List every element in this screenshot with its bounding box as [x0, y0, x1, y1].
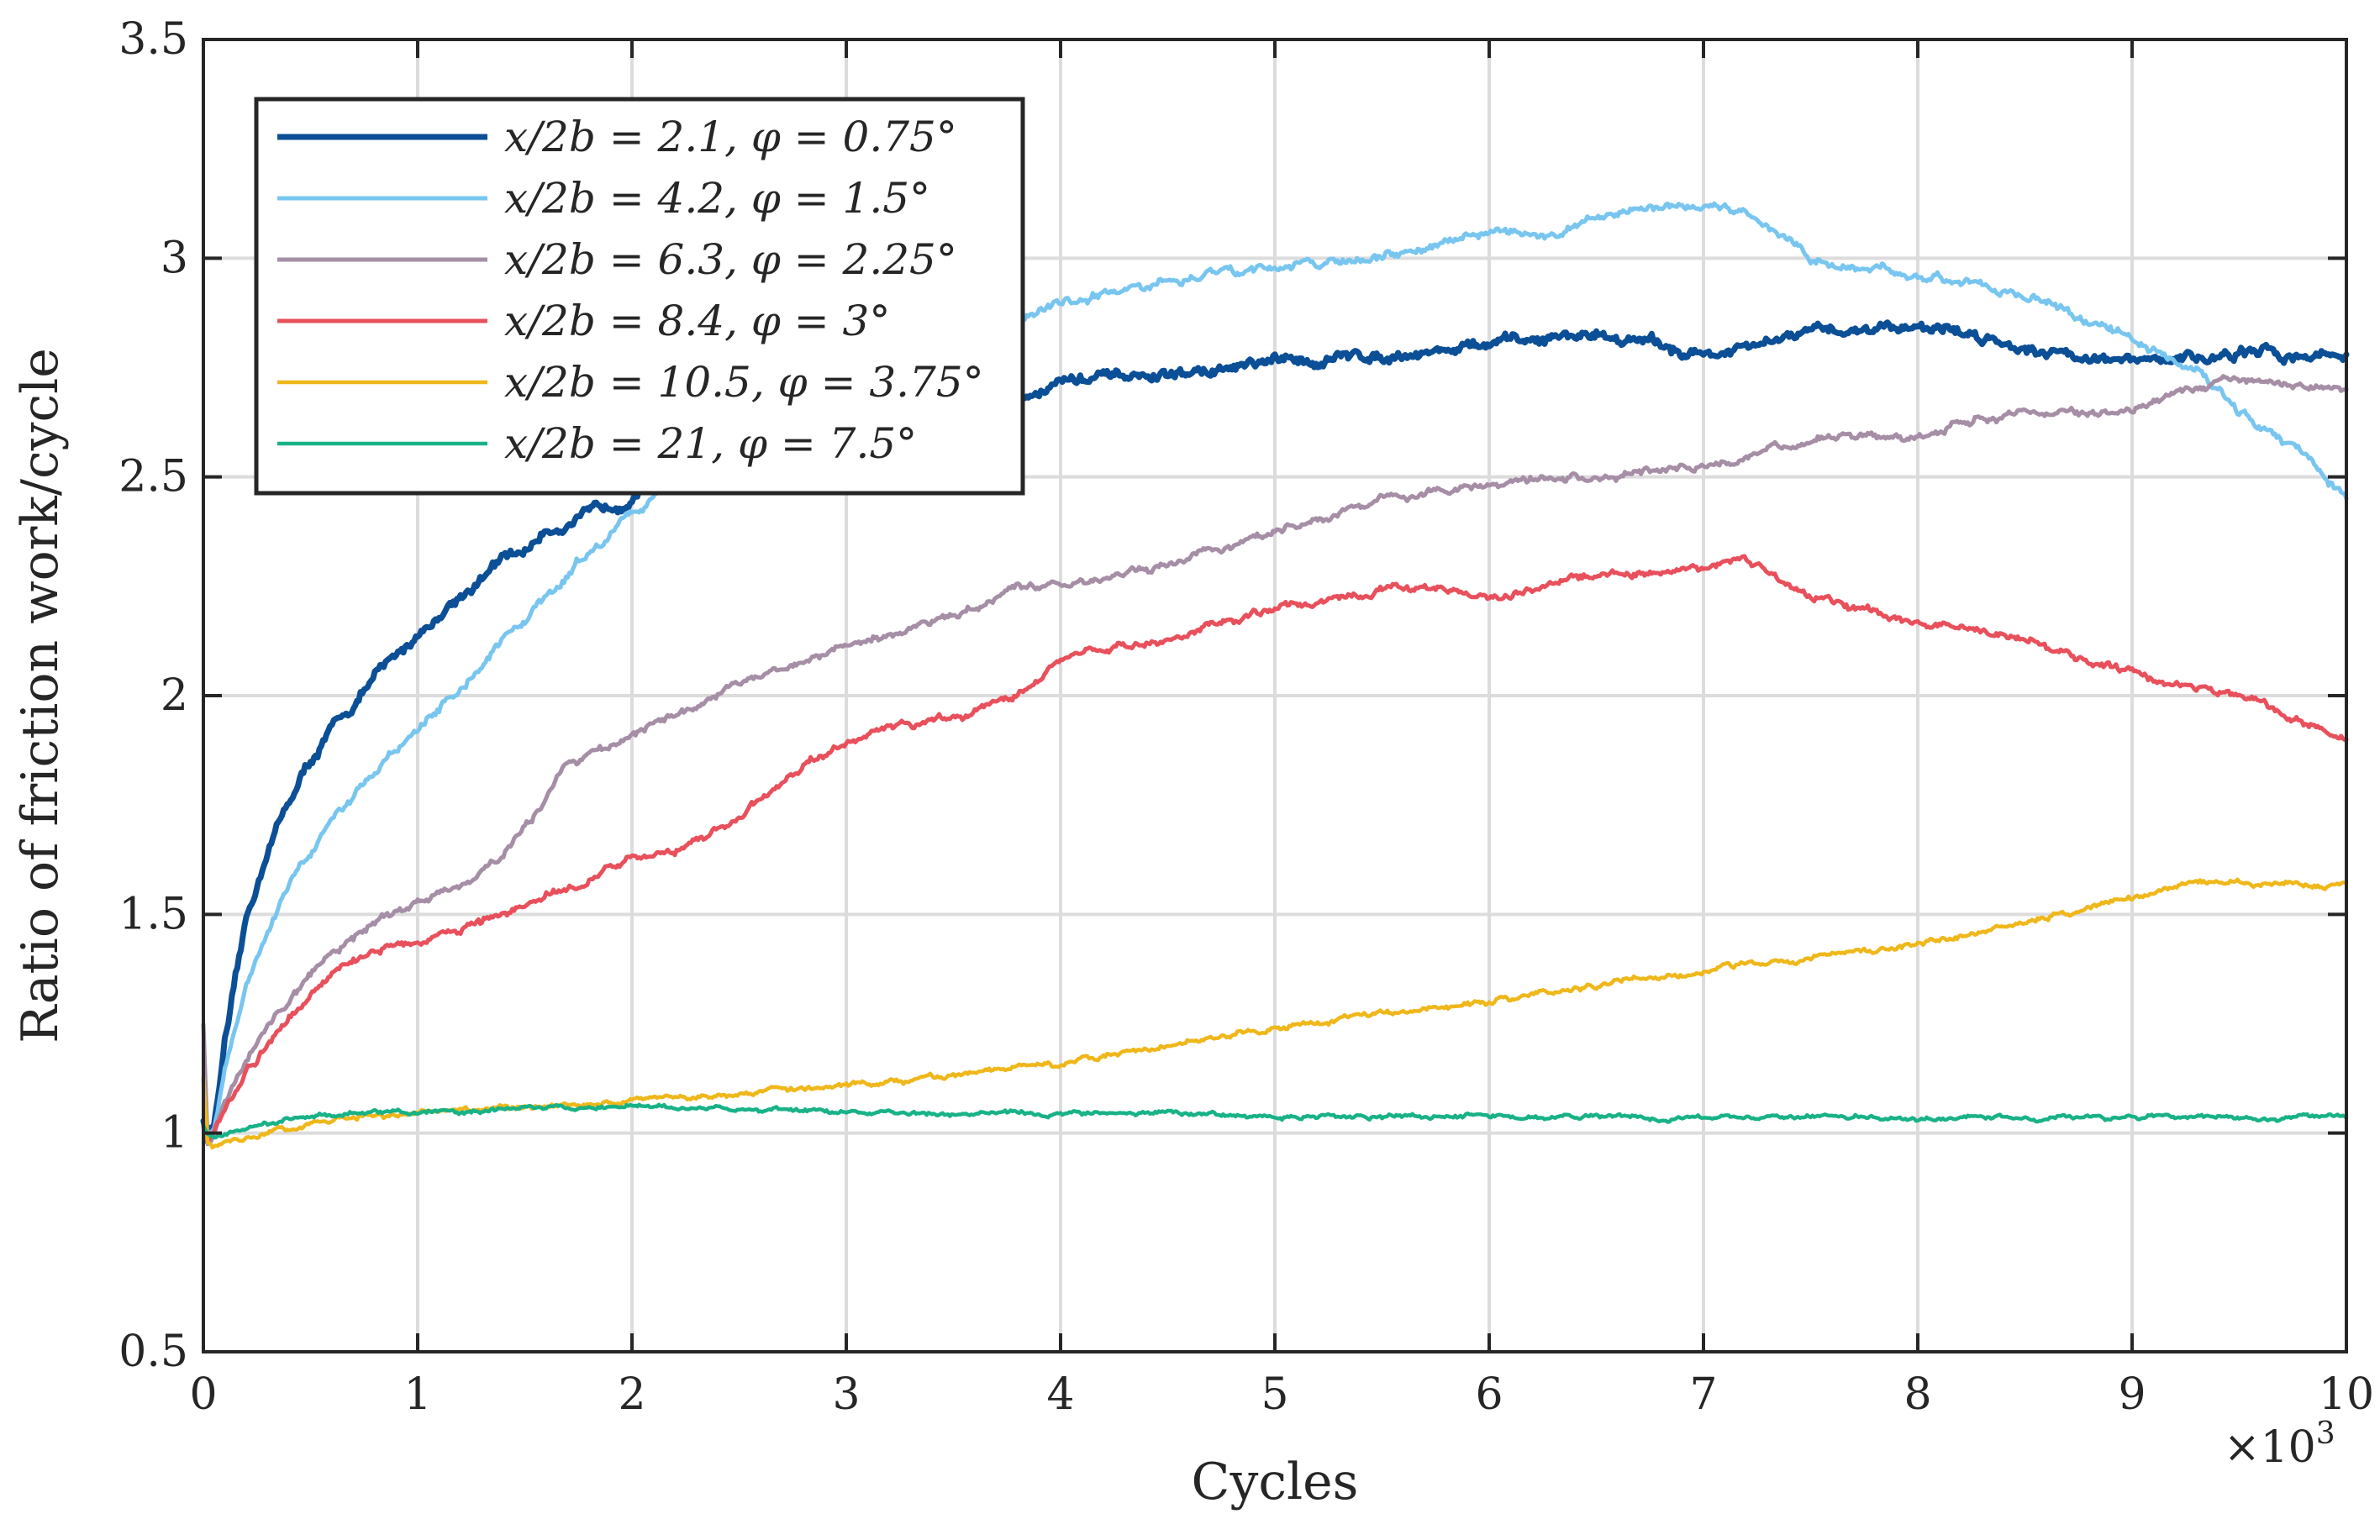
x-tick-label: 9 — [2118, 1369, 2146, 1420]
y-tick-label: 2.5 — [118, 452, 188, 502]
x-tick-label: 0 — [189, 1369, 217, 1420]
y-tick-label: 2 — [161, 670, 188, 721]
legend-box — [254, 97, 1025, 496]
legend: x/2b = 2.1, φ = 0.75° x/2b = 4.2, φ = 1.5… — [254, 97, 1025, 496]
legend-label-2: x/2b = 4.2, φ = 1.5° — [504, 174, 930, 223]
y-tick-label: 1 — [161, 1108, 188, 1159]
x-tick-label: 3 — [832, 1369, 860, 1420]
legend-label-1: x/2b = 2.1, φ = 0.75° — [504, 113, 957, 161]
x-multiplier-exponent: 3 — [2316, 1416, 2335, 1451]
x-tick-label: 8 — [1903, 1369, 1931, 1420]
x-multiplier-base: ×10 — [2224, 1422, 2316, 1473]
grid-lines — [203, 39, 2346, 1352]
series-line-3 — [201, 374, 2349, 1147]
y-tick-label: 3 — [161, 233, 188, 283]
y-tick-label: 0.5 — [118, 1327, 188, 1377]
series-line-2 — [201, 201, 2349, 1145]
legend-label-6: x/2b = 21, φ = 7.5° — [504, 419, 917, 468]
x-tick-label: 1 — [403, 1369, 431, 1420]
x-axis-multiplier: ×103 — [2224, 1416, 2335, 1473]
legend-label-4: x/2b = 8.4, φ = 3° — [504, 297, 890, 345]
series-line-6 — [201, 1102, 2349, 1140]
y-tick-label: 1.5 — [118, 889, 188, 939]
legend-items: x/2b = 2.1, φ = 0.75° x/2b = 4.2, φ = 1.5… — [277, 113, 984, 468]
x-tick-label: 10 — [2319, 1369, 2374, 1420]
legend-label-5: x/2b = 10.5, φ = 3.75° — [504, 358, 984, 407]
x-tick-label: 7 — [1689, 1369, 1717, 1420]
legend-label-3: x/2b = 6.3, φ = 2.25° — [504, 235, 957, 284]
series-lines — [200, 201, 2350, 1150]
x-tick-label: 6 — [1475, 1369, 1503, 1420]
x-tick-label: 4 — [1046, 1369, 1074, 1420]
y-axis-label: Ratio of friction work/cycle — [11, 348, 70, 1043]
x-axis-label: Cycles — [1192, 1453, 1359, 1511]
x-tick-label: 5 — [1261, 1369, 1288, 1420]
x-tick-label: 2 — [618, 1369, 645, 1420]
series-line-1 — [200, 319, 2350, 1145]
y-tick-label: 3.5 — [118, 14, 188, 65]
axis-ticks: 0 1 2 3 4 5 6 7 8 9 10 0.5 1 1.5 2 2.5 3 3.5 — [118, 14, 2374, 1420]
series-line-4 — [201, 554, 2349, 1143]
